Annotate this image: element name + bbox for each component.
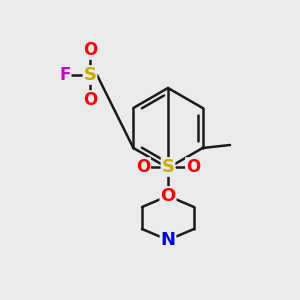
Text: O: O	[186, 158, 200, 176]
Text: S: S	[83, 66, 97, 84]
Text: S: S	[161, 158, 175, 176]
Text: O: O	[83, 91, 97, 109]
Text: F: F	[59, 66, 71, 84]
Text: N: N	[160, 231, 175, 249]
Text: O: O	[83, 41, 97, 59]
Text: O: O	[136, 158, 150, 176]
Text: O: O	[160, 187, 175, 205]
